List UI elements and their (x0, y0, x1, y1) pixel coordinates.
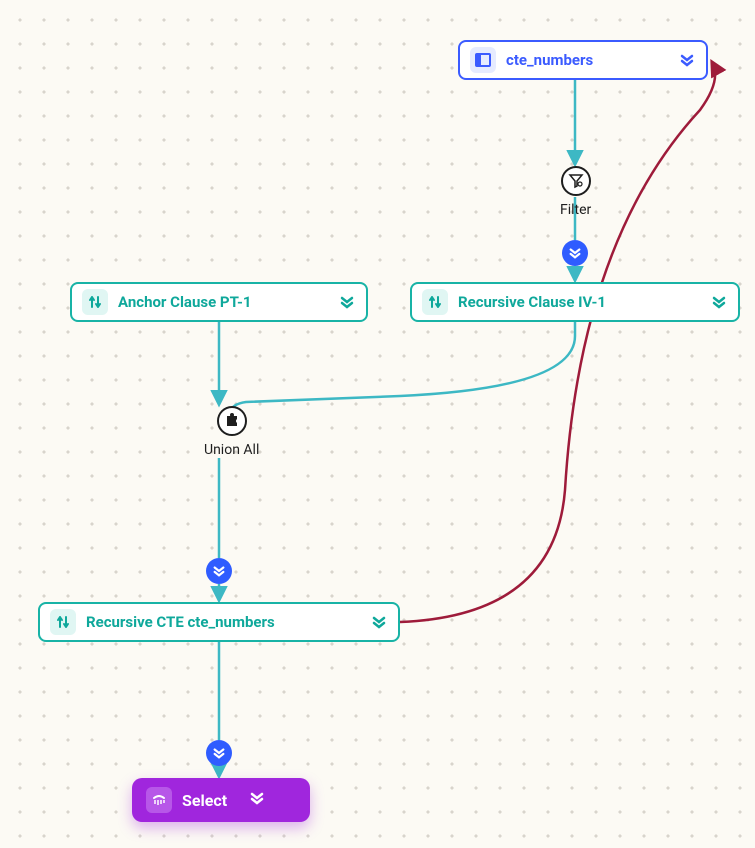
chevron-down-icon[interactable] (370, 613, 388, 631)
funnel-icon (561, 166, 591, 196)
node-select[interactable]: Select (132, 778, 310, 822)
node-anchor-clause[interactable]: Anchor Clause PT-1 (70, 282, 368, 322)
table-icon (470, 47, 496, 73)
union-label: Union All (204, 442, 259, 458)
edge-recursive-to-union (230, 322, 575, 412)
chevron-down-icon[interactable] (338, 293, 356, 311)
chevron-badge-3[interactable] (206, 740, 232, 766)
node-label: Anchor Clause PT-1 (118, 293, 330, 311)
select-icon (146, 787, 172, 813)
node-label: cte_numbers (506, 51, 670, 69)
edge-canvas (0, 0, 755, 848)
node-cte-numbers[interactable]: cte_numbers (458, 40, 708, 80)
node-label: Recursive CTE cte_numbers (86, 613, 362, 631)
chevron-down-icon[interactable] (249, 790, 265, 810)
node-recursive-clause[interactable]: Recursive Clause IV-1 (410, 282, 740, 322)
chevron-down-icon[interactable] (710, 293, 728, 311)
node-label: Recursive Clause IV-1 (458, 293, 702, 311)
edge-rcte-to-cte-recursive (400, 62, 715, 622)
node-filter[interactable]: Filter (560, 166, 591, 218)
chevron-badge-1[interactable] (562, 240, 588, 266)
puzzle-icon (217, 406, 247, 436)
node-recursive-cte[interactable]: Recursive CTE cte_numbers (38, 602, 400, 642)
node-union-all[interactable]: Union All (204, 406, 259, 458)
sort-icon (422, 289, 448, 315)
sort-icon (82, 289, 108, 315)
chevron-badge-2[interactable] (206, 558, 232, 584)
node-label: Select (182, 791, 227, 810)
sort-icon (50, 609, 76, 635)
filter-label: Filter (560, 202, 591, 218)
chevron-down-icon[interactable] (678, 51, 696, 69)
